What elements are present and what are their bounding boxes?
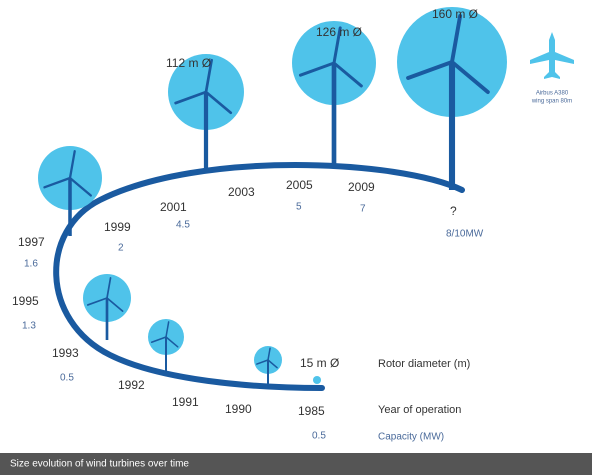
capacity-label: 5 [296,202,302,213]
tower [449,62,455,190]
capacity-label: 1.3 [22,321,36,332]
year-label: 1990 [225,402,252,416]
tower [165,337,167,372]
rotor-label: 160 m Ø [432,7,478,21]
capacity-label: 7 [360,204,366,215]
caption: Size evolution of wind turbines over tim… [10,459,189,470]
year-label: 1995 [12,294,39,308]
airplane-span: wing span 80m [531,99,572,105]
capacity-label: 1.6 [24,259,38,270]
legend-capacity: Capacity (MW) [378,432,444,443]
legend-year: Year of operation [378,404,461,416]
capacity-label: 0.5 [312,431,326,442]
rotor-label: 15 m Ø [300,356,339,370]
capacity-label: 0.5 [60,373,74,384]
capacity-label: 4.5 [176,220,190,231]
rotor-label: 126 m Ø [316,25,362,39]
year-label: 1992 [118,378,145,392]
rotor-label: 112 m Ø [166,56,211,70]
year-label: 1999 [104,220,131,234]
capacity-label: 8/10MW [446,229,484,240]
tower [204,92,208,170]
infographic: Airbus A380 wing span 80m 160 m Ø 126 m … [0,0,592,475]
rotor-disc [313,376,321,384]
tower [267,360,269,388]
year-label: 1991 [172,395,199,409]
year-label: 1985 [298,404,325,418]
year-label: 2003 [228,185,255,199]
year-label: 2009 [348,180,375,194]
airplane-name: Airbus A380 [536,91,569,97]
year-label: 1993 [52,346,79,360]
year-label: 2005 [286,178,313,192]
year-label: ? [450,204,457,218]
legend-rotor: Rotor diameter (m) [378,358,470,370]
tower [68,178,72,236]
tower [106,298,109,340]
year-label: 2001 [160,200,187,214]
tower [332,63,337,165]
year-label: 1997 [18,235,45,249]
capacity-label: 2 [118,243,124,254]
